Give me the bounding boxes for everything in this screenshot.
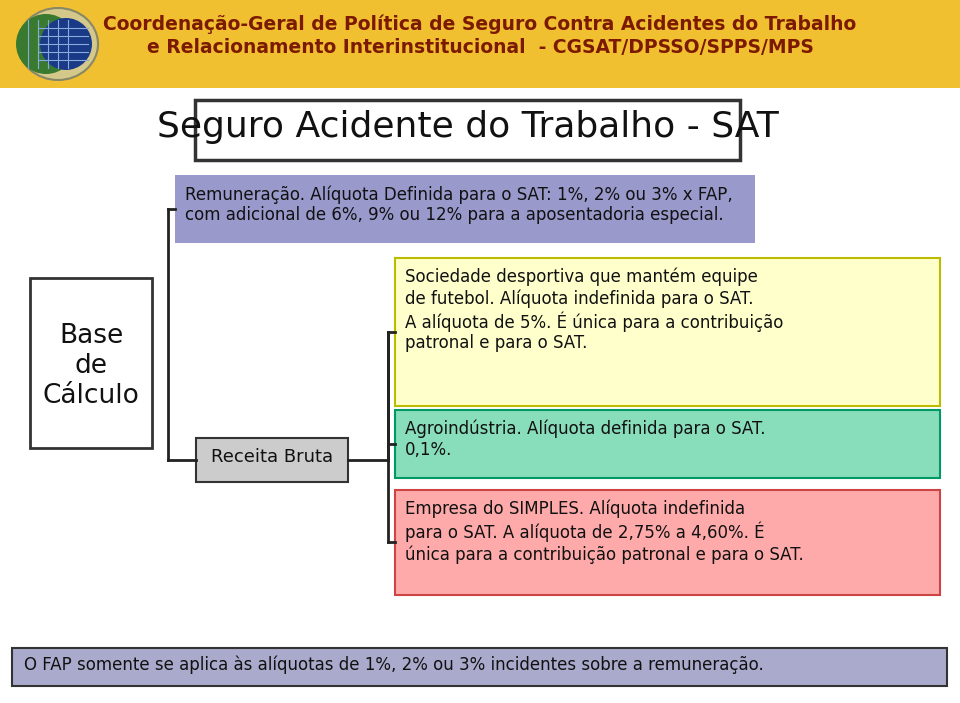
Text: Base
de
Cálculo: Base de Cálculo: [42, 323, 139, 409]
Text: Empresa do SIMPLES. Alíquota indefinida
para o SAT. A alíquota de 2,75% a 4,60%.: Empresa do SIMPLES. Alíquota indefinida …: [405, 500, 804, 564]
Text: Receita Bruta: Receita Bruta: [211, 448, 333, 466]
Ellipse shape: [16, 14, 76, 74]
Text: Agroindústria. Alíquota definida para o SAT.
0,1%.: Agroindústria. Alíquota definida para o …: [405, 420, 765, 459]
Text: Sociedade desportiva que mantém equipe
de futebol. Alíquota indefinida para o SA: Sociedade desportiva que mantém equipe d…: [405, 268, 783, 352]
FancyBboxPatch shape: [395, 258, 940, 406]
FancyBboxPatch shape: [175, 175, 755, 243]
FancyBboxPatch shape: [196, 438, 348, 482]
Ellipse shape: [18, 8, 98, 80]
Text: Remuneração. Alíquota Definida para o SAT: 1%, 2% ou 3% x FAP,
com adicional de : Remuneração. Alíquota Definida para o SA…: [185, 185, 732, 224]
Text: O FAP somente se aplica às alíquotas de 1%, 2% ou 3% incidentes sobre a remunera: O FAP somente se aplica às alíquotas de …: [24, 656, 764, 674]
Text: Coordenação-Geral de Política de Seguro Contra Acidentes do Trabalho: Coordenação-Geral de Política de Seguro …: [104, 14, 856, 34]
FancyBboxPatch shape: [395, 410, 940, 478]
FancyBboxPatch shape: [395, 490, 940, 595]
Text: e Relacionamento Interinstitucional  - CGSAT/DPSSO/SPPS/MPS: e Relacionamento Interinstitucional - CG…: [147, 38, 813, 57]
Text: Seguro Acidente do Trabalho - SAT: Seguro Acidente do Trabalho - SAT: [156, 110, 779, 144]
FancyBboxPatch shape: [12, 648, 947, 686]
FancyBboxPatch shape: [0, 0, 960, 88]
Ellipse shape: [40, 18, 92, 70]
FancyBboxPatch shape: [30, 278, 152, 448]
FancyBboxPatch shape: [195, 100, 740, 160]
